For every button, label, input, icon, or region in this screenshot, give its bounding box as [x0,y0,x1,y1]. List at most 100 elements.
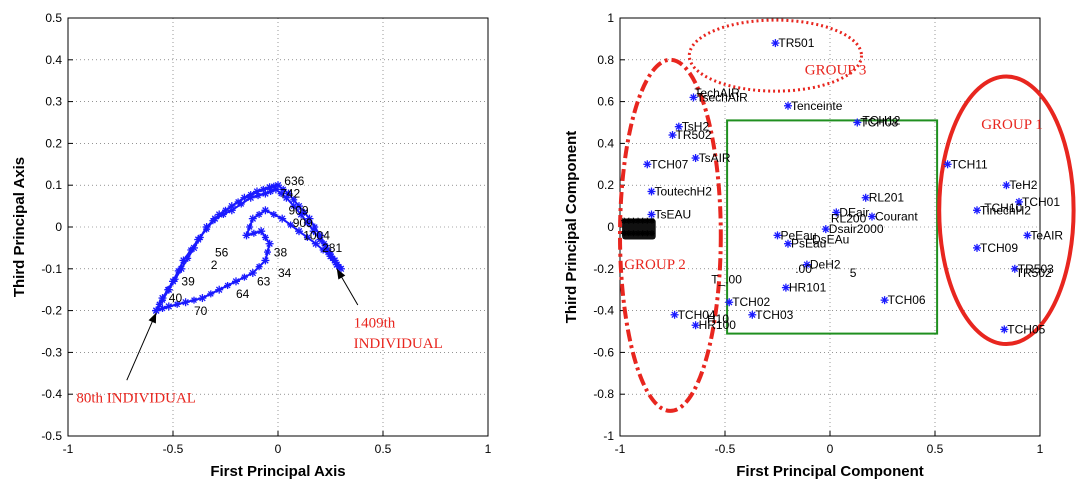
point-label: 39 [181,275,195,289]
data-point [311,223,319,231]
data-point [254,192,262,200]
data-point [303,219,311,227]
group-box-outline [726,119,939,335]
left-y-tick-label: 0.2 [45,136,62,150]
data-point [196,233,204,241]
point-label: TsAIR [699,151,731,165]
marker-stroke [973,244,981,252]
point-label: 34 [278,266,292,280]
marker-stroke [224,282,231,289]
data-point [155,300,163,308]
arrow-shaft [126,312,157,381]
cluster-point [648,230,655,237]
point-label: 909 [289,203,309,217]
right-x-tick-label: 0 [827,442,834,456]
cluster-point [621,230,628,237]
data-point [1000,325,1009,334]
point-label: TCH04 [678,308,716,322]
data-point [647,210,656,219]
data-point [270,182,278,190]
data-point [973,243,981,252]
right-y-tick-label: 0 [607,220,614,234]
point-label: TCH06 [888,293,926,307]
data-point [187,246,195,254]
left-x-tick-label: -1 [63,442,74,456]
marker-stroke [626,230,632,236]
data-point [287,221,295,229]
data-point [270,210,278,218]
data-point [802,260,811,269]
data-point [255,210,263,218]
cluster-point [639,230,646,237]
marker-stroke [278,190,285,197]
group-2-label: GROUP 2 [624,257,686,273]
left-scatter-plot: -1 -0.5 0 0.5 10.50.40.30.20.10-0.1-0.2-0.3-… [11,11,492,480]
data-point [255,263,263,271]
data-point [861,193,870,202]
marker-stroke [644,230,650,236]
marker-stroke [671,311,678,319]
data-point [248,214,257,223]
data-point [171,275,179,283]
marker-stroke [327,251,334,258]
marker-stroke [675,123,683,130]
marker-stroke [241,194,248,201]
point-label: TR502 [1016,266,1052,280]
data-point [1023,231,1032,240]
left-x-tick-label: 1 [485,442,492,456]
marker-stroke [310,227,317,235]
marker-stroke [232,278,240,285]
marker-stroke [621,230,627,236]
point-label: TCH05 [1007,322,1045,336]
point-label: 281 [322,241,342,255]
marker-stroke [944,161,951,168]
marker-stroke [256,263,263,270]
marker-stroke [648,188,655,195]
data-point [164,302,173,311]
point-label: 2 [211,258,218,272]
point-label: 909 [293,216,313,230]
marker-stroke [630,218,636,224]
point-label: DEair [839,205,869,219]
data-point [242,231,251,240]
data-point [181,298,190,307]
right-x-tick-label: 0.5 [927,442,944,456]
right-y-tick-label: -0.6 [593,345,614,359]
marker-stroke [156,301,163,308]
left-data-markers [152,181,345,315]
data-point [159,305,166,313]
left-grid [67,17,489,437]
marker-stroke [304,234,311,241]
point-label: 40 [169,291,183,305]
data-point [261,256,270,265]
right-x-tick-label: 1 [1037,442,1044,456]
right-x-tick-label: -1 [615,442,626,456]
marker-stroke [635,218,641,224]
right-x-axis-title: First Principal Component [736,463,924,480]
data-point [164,286,172,294]
marker-stroke [238,201,245,207]
marker-stroke [243,232,250,239]
marker-stroke [250,230,257,237]
marker-stroke [187,247,194,253]
left-y-tick-label: -0.4 [41,387,62,401]
right-tick-labels: -1 -0.5 0 0.5 1 1 0.8 0.6 0.4 0.2 0 -0.2 -0.4 -0.6 -0.… [593,11,1043,456]
marker-stroke [329,255,336,262]
left-y-tick-label: -0.5 [41,429,62,443]
marker-stroke [822,225,830,233]
data-point [295,202,303,211]
annotation-label-80th: 80th INDIVIDUAL [76,391,196,407]
marker-stroke [152,307,160,314]
data-point [259,185,267,193]
marker-stroke [290,196,297,203]
point-label: TCH07 [650,157,688,171]
data-point [207,290,215,298]
marker-stroke [262,257,269,264]
point-label: PeEau [781,228,817,242]
group-1-label: GROUP 1 [981,117,1043,133]
point-label: 1004 [303,229,330,243]
point-label: TinechH2 [980,203,1031,217]
data-point [303,233,311,241]
data-point [689,93,698,102]
